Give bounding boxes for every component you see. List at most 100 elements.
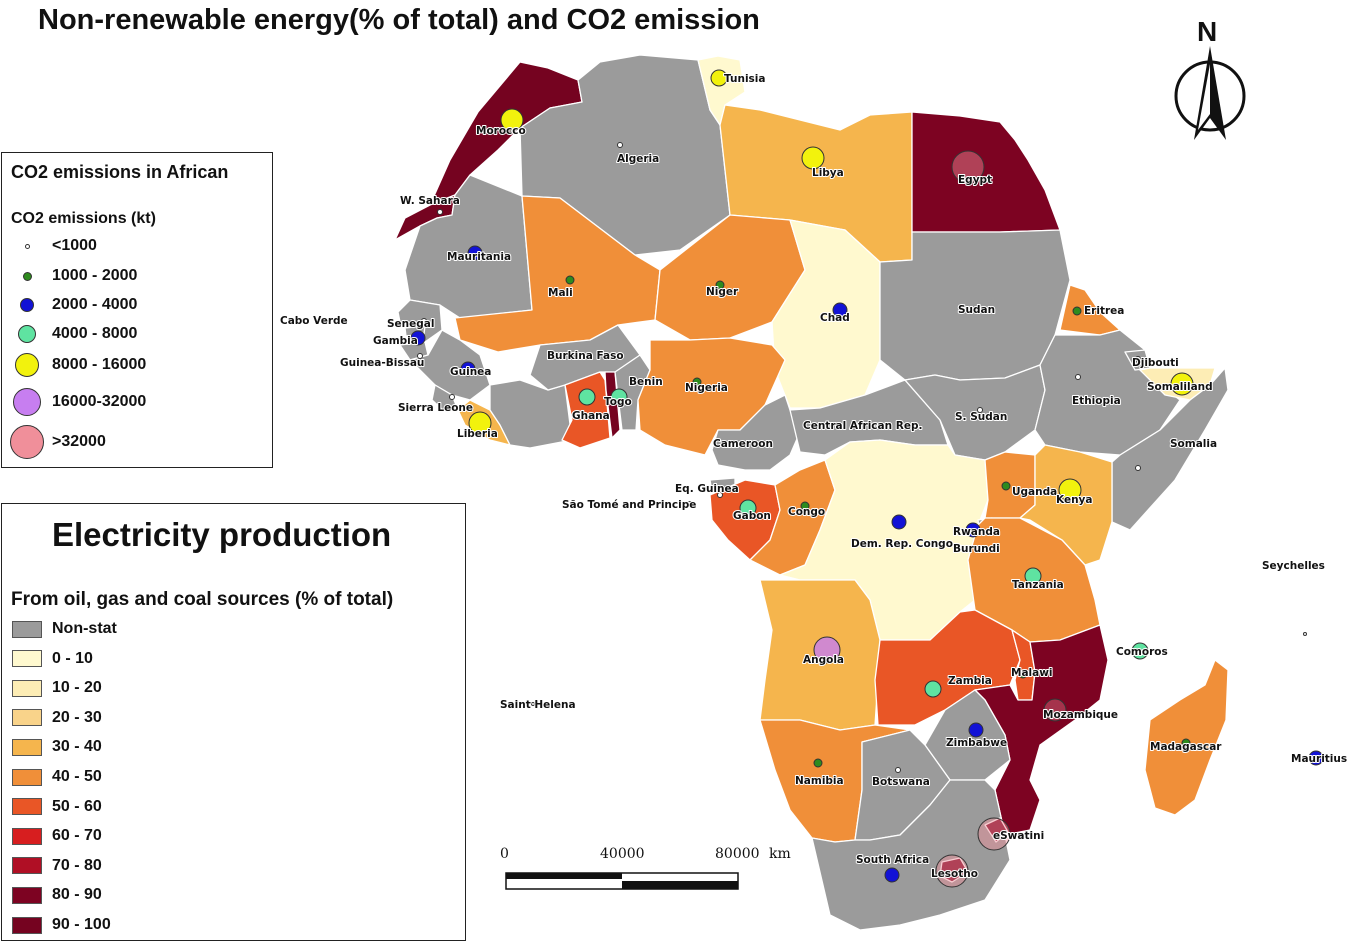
label-sudan: Sudan (958, 304, 995, 316)
co2-south-africa[interactable] (884, 867, 900, 883)
co2-legend-symbol (24, 243, 30, 249)
country-tunisia[interactable] (697, 55, 746, 126)
co2-botswana[interactable] (895, 767, 901, 773)
label-w-sahara: W. Sahara (400, 195, 460, 207)
co2-egypt[interactable] (951, 150, 985, 184)
label-s-sudan: S. Sudan (955, 411, 1007, 423)
electricity-legend-item: 30 - 40 (12, 736, 102, 758)
co2-comoros[interactable] (1131, 642, 1149, 660)
co2-rwanda[interactable] (965, 522, 981, 538)
co2-kenya[interactable] (1058, 478, 1082, 502)
co2-mauritania[interactable] (467, 245, 483, 261)
co2-drc[interactable] (891, 514, 907, 530)
country-kenya[interactable] (1019, 444, 1113, 566)
country-eswatini[interactable] (984, 817, 1009, 843)
label-comoros: Comoros (1116, 646, 1168, 658)
country-senegal[interactable] (397, 299, 443, 343)
label-ethiopia: Ethiopia (1072, 395, 1121, 407)
country-south-africa[interactable] (811, 779, 1011, 931)
co2-legend-subtitle: CO2 emissions (kt) (11, 210, 156, 227)
co2-s-sudan[interactable] (977, 407, 983, 413)
co2-somalia[interactable] (1135, 465, 1141, 471)
co2-tunisia[interactable] (710, 69, 728, 87)
country-lesotho[interactable] (939, 857, 969, 883)
country-madagascar[interactable] (1144, 659, 1229, 816)
co2-guinea-bissau[interactable] (417, 353, 423, 359)
co2-morocco[interactable] (500, 108, 524, 132)
country-somalia[interactable] (1111, 367, 1229, 531)
co2-sao-tome[interactable] (687, 501, 693, 507)
electricity-legend-subtitle: From oil, gas and coal sources (% of tot… (11, 589, 394, 610)
country-cameroon[interactable] (711, 394, 801, 471)
country-cote-divoire[interactable] (489, 379, 573, 449)
electricity-legend-swatch (12, 857, 42, 875)
co2-legend-symbol (15, 353, 39, 377)
co2-togo[interactable] (610, 388, 628, 406)
label-rwanda: Rwanda (953, 526, 1000, 538)
label-seychelles: Seychelles (1262, 560, 1325, 572)
co2-angola[interactable] (813, 636, 841, 664)
co2-libya[interactable] (801, 146, 825, 170)
co2-mauritius[interactable] (1308, 750, 1324, 766)
label-eswatini: eSwatini (993, 830, 1044, 842)
co2-eritrea[interactable] (1072, 306, 1082, 316)
co2-zimbabwe[interactable] (968, 722, 984, 738)
co2-ethiopia[interactable] (1075, 374, 1081, 380)
co2-malawi[interactable] (1018, 669, 1028, 679)
co2-tanzania[interactable] (1024, 567, 1042, 585)
country-togo[interactable] (604, 371, 621, 439)
co2-w-sahara[interactable] (437, 209, 443, 215)
co2-zambia[interactable] (924, 680, 942, 698)
co2-uganda[interactable] (1001, 481, 1011, 491)
co2-eq-guinea[interactable] (717, 492, 723, 498)
co2-liberia[interactable] (468, 411, 492, 435)
electricity-legend-swatch (12, 768, 42, 786)
co2-legend-symbol (18, 325, 36, 343)
co2-eswatini[interactable] (977, 817, 1011, 851)
co2-mozambique[interactable] (1043, 698, 1067, 722)
label-chad: Chad (820, 312, 850, 324)
country-sierra-leone[interactable] (431, 384, 459, 413)
label-angola: Angola (803, 654, 844, 666)
label-mozambique: Mozambique (1043, 709, 1118, 721)
co2-legend-label: <1000 (52, 237, 97, 254)
label-eq-guinea: Eq. Guinea (675, 483, 739, 495)
scale-label-0: 0 (500, 846, 509, 862)
country-egypt[interactable] (911, 111, 1061, 233)
co2-gambia[interactable] (410, 330, 426, 346)
co2-chad[interactable] (832, 302, 848, 318)
co2-legend-symbol (13, 388, 41, 416)
co2-nigeria[interactable] (692, 377, 702, 387)
label-togo: Togo (604, 396, 632, 408)
electricity-legend-item: 40 - 50 (12, 766, 102, 788)
country-ethiopia[interactable] (1034, 329, 1181, 456)
country-algeria[interactable] (519, 54, 731, 256)
co2-sierra-leone[interactable] (449, 394, 455, 400)
co2-somaliland[interactable] (1170, 372, 1194, 396)
co2-saint-helena[interactable] (531, 702, 535, 706)
co2-legend-symbol (10, 425, 44, 459)
co2-algeria[interactable] (617, 142, 623, 148)
co2-guinea[interactable] (460, 361, 476, 377)
country-ghana[interactable] (561, 371, 611, 449)
country-zambia[interactable] (874, 609, 1021, 726)
label-madagascar: Madagascar (1150, 741, 1222, 753)
co2-legend-label: 1000 - 2000 (52, 267, 138, 284)
co2-niger[interactable] (715, 280, 725, 290)
co2-gabon[interactable] (739, 499, 757, 517)
co2-seychelles[interactable] (1303, 632, 1307, 636)
label-libya: Libya (812, 167, 844, 179)
co2-senegal[interactable] (421, 318, 427, 324)
co2-madagascar[interactable] (1181, 738, 1191, 748)
label-car: Central African Rep. (803, 420, 922, 432)
label-morocco: Morocco (476, 125, 526, 137)
co2-ghana[interactable] (578, 388, 596, 406)
co2-djibouti[interactable] (1135, 356, 1141, 362)
co2-mali[interactable] (565, 275, 575, 285)
co2-legend-label: 8000 - 16000 (52, 356, 147, 373)
co2-namibia[interactable] (813, 758, 823, 768)
co2-congo[interactable] (800, 501, 810, 511)
co2-lesotho[interactable] (935, 854, 969, 888)
electricity-legend-item: Non-stat (12, 618, 117, 640)
label-burkina-faso: Burkina Faso (547, 350, 624, 362)
